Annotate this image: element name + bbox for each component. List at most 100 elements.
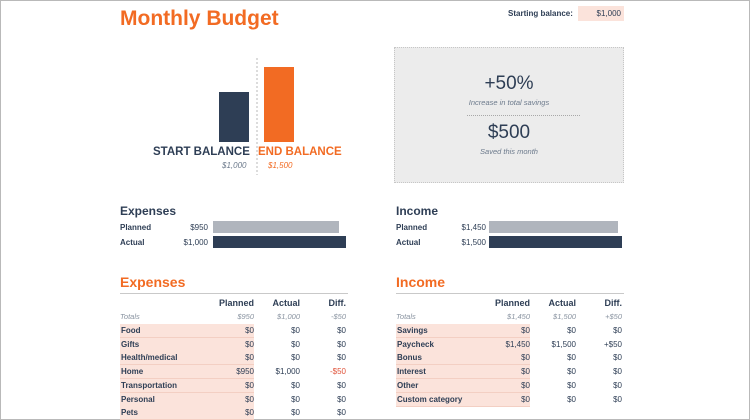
- starting-balance-input[interactable]: $1,000: [578, 6, 624, 21]
- income-table-cell[interactable]: $0: [484, 392, 530, 406]
- expenses-table-cell[interactable]: $0: [337, 326, 346, 335]
- savings-percent-caption: Increase in total savings: [468, 98, 550, 107]
- expenses-table-cell[interactable]: $0: [337, 408, 346, 418]
- income-table-cell[interactable]: +$50: [603, 339, 622, 349]
- income-table-cell[interactable]: $0: [567, 353, 576, 363]
- expenses-table-cell[interactable]: -$50: [329, 367, 346, 377]
- income-table-cell[interactable]: $0: [567, 380, 576, 390]
- expenses-table-cell: $1,000: [277, 312, 300, 321]
- saved-amount-caption: Saved this month: [480, 147, 538, 156]
- expenses-table-cell[interactable]: $0: [208, 337, 254, 351]
- expenses-table-row: Pets $0 $0 $0: [120, 406, 348, 420]
- chart-category-end: END BALANCE: [258, 146, 342, 158]
- expenses-table-cell[interactable]: Gifts: [120, 337, 208, 351]
- income-table-title: Income: [396, 274, 446, 290]
- expenses-actual-bar: [213, 236, 346, 248]
- income-table-row-divider: [396, 391, 530, 393]
- expenses-table-cell[interactable]: $0: [208, 406, 254, 420]
- expenses-planned-label: Planned: [120, 223, 152, 232]
- expenses-table-header-row: Planned Actual Diff.: [120, 297, 348, 310]
- chart-value-start: $1,000: [222, 161, 247, 170]
- expenses-table-cell[interactable]: $1,000: [275, 367, 300, 377]
- expenses-table-cell: Planned: [218, 298, 254, 308]
- expenses-table-row: Transportation $0 $0 $0: [120, 378, 348, 392]
- expenses-actual-label: Actual: [120, 238, 145, 247]
- expenses-table-cell: Diff.: [328, 298, 347, 308]
- income-table-row-divider: [396, 364, 530, 366]
- income-table-cell[interactable]: $0: [484, 351, 530, 365]
- income-table-cell[interactable]: $0: [613, 394, 622, 404]
- expenses-table-cell[interactable]: $0: [208, 324, 254, 337]
- income-table-cell[interactable]: $0: [567, 326, 576, 335]
- expenses-table-cell[interactable]: $0: [337, 394, 346, 404]
- income-table-cell: Totals: [396, 312, 416, 321]
- income-table-cell[interactable]: $0: [567, 394, 576, 404]
- income-table-row-divider: [396, 405, 530, 407]
- expenses-table-cell: Totals: [120, 312, 140, 321]
- income-table-cell[interactable]: $0: [484, 365, 530, 379]
- income-table-cell[interactable]: Other: [396, 378, 484, 392]
- expenses-planned-bar: [213, 221, 340, 233]
- income-table-row: Savings $0 $0 $0: [396, 324, 624, 337]
- saved-amount: $500: [487, 122, 531, 143]
- expenses-table-cell[interactable]: $0: [208, 392, 254, 406]
- expenses-table-cell[interactable]: $0: [337, 380, 346, 390]
- expenses-overview-heading: Expenses: [120, 204, 177, 218]
- expenses-table-cell[interactable]: $0: [337, 353, 346, 363]
- income-table-cell[interactable]: Paycheck: [396, 337, 484, 351]
- income-planned-label: Planned: [396, 223, 428, 232]
- expenses-table-cell[interactable]: Home: [120, 365, 208, 379]
- income-table-cell[interactable]: Custom category: [396, 392, 484, 406]
- expenses-table-cell[interactable]: $0: [291, 353, 300, 363]
- expenses-table-cell[interactable]: Transportation: [120, 378, 208, 392]
- expenses-table-cell[interactable]: $0: [291, 380, 300, 390]
- income-table-cell[interactable]: $0: [613, 326, 622, 335]
- expenses-table-row: Food $0 $0 $0: [120, 324, 348, 337]
- income-table-row: Custom category $0 $0 $0: [396, 392, 624, 406]
- expenses-table-row-divider: [120, 337, 254, 338]
- income-table-cell[interactable]: $0: [484, 378, 530, 392]
- chart-category-start: START BALANCE: [153, 146, 250, 158]
- income-table-rule: [396, 293, 624, 294]
- income-table-cell[interactable]: $0: [613, 367, 622, 377]
- expenses-table-cell[interactable]: Health/medical: [120, 351, 208, 365]
- page-title: Monthly Budget: [120, 7, 279, 30]
- expenses-table-cell[interactable]: $0: [337, 339, 346, 349]
- income-table-cell[interactable]: $0: [613, 380, 622, 390]
- income-table-cell[interactable]: $0: [567, 367, 576, 377]
- income-actual-value: $1,500: [461, 238, 486, 247]
- income-planned-bar: [489, 221, 618, 233]
- income-table-header-row: Planned Actual Diff.: [396, 297, 624, 310]
- income-table-cell[interactable]: $0: [484, 324, 530, 337]
- expenses-table-row: Health/medical $0 $0 $0: [120, 351, 348, 365]
- expenses-table-row-divider: [120, 364, 254, 366]
- chart-value-end: $1,500: [268, 161, 293, 170]
- income-table-row-divider: [396, 378, 530, 380]
- income-table-cell[interactable]: Bonus: [396, 351, 484, 365]
- income-actual-bar: [489, 236, 622, 248]
- income-table-row: Other $0 $0 $0: [396, 378, 624, 392]
- expenses-table-cell[interactable]: Food: [120, 324, 208, 337]
- expenses-table-row-divider: [120, 350, 254, 352]
- expenses-table-cell[interactable]: $0: [208, 351, 254, 365]
- expenses-table-cell[interactable]: Personal: [120, 392, 208, 406]
- expenses-table-cell[interactable]: $0: [208, 378, 254, 392]
- expenses-table-cell[interactable]: $0: [291, 394, 300, 404]
- expenses-table-cell[interactable]: $0: [291, 408, 300, 418]
- income-table-cell[interactable]: Interest: [396, 365, 484, 379]
- start-balance-bar: [219, 92, 249, 142]
- expenses-table: Planned Actual Diff. Totals $950 $1,000 -$50 Fo…: [120, 297, 348, 420]
- savings-summary: +50% Increase in total savings $500 Save…: [394, 47, 624, 183]
- income-table-cell: [396, 297, 484, 310]
- income-table-row: Paycheck $1,450 $1,500 +$50: [396, 337, 624, 351]
- expenses-table-cell[interactable]: $950: [208, 365, 254, 379]
- income-table-cell[interactable]: $1,450: [484, 337, 530, 351]
- income-table-cell[interactable]: $1,500: [551, 339, 576, 349]
- expenses-table-cell[interactable]: Pets: [120, 406, 208, 420]
- expenses-table-cell[interactable]: $0: [291, 326, 300, 335]
- summary-divider: [467, 115, 580, 116]
- income-table-cell[interactable]: Savings: [396, 324, 484, 337]
- expenses-table-row: Home $950 $1,000 -$50: [120, 365, 348, 379]
- expenses-table-cell[interactable]: $0: [291, 339, 300, 349]
- income-table-cell[interactable]: $0: [613, 353, 622, 363]
